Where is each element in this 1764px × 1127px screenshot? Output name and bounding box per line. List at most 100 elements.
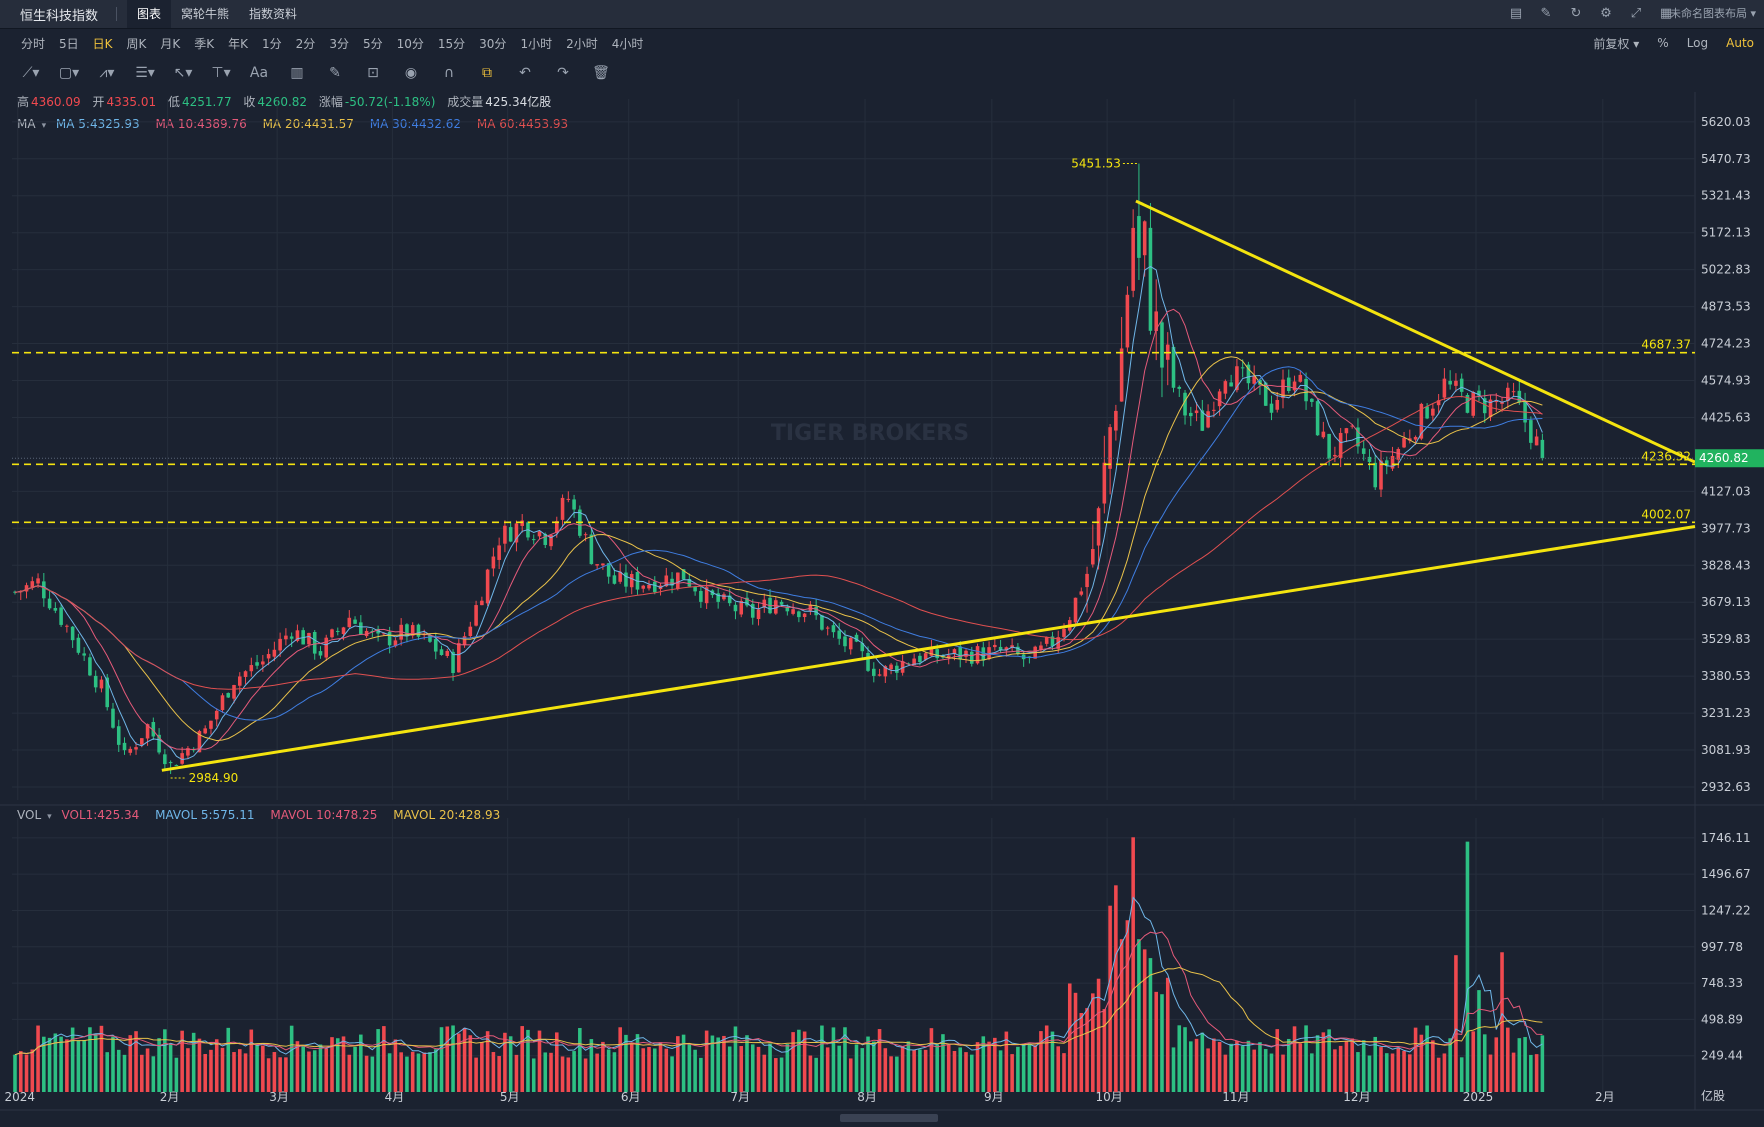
period-15[interactable]: 2小时: [566, 36, 598, 51]
candle-body: [1240, 367, 1245, 369]
tab-chart[interactable]: 图表: [127, 0, 172, 28]
vol-chevron-icon[interactable]: ▾: [47, 812, 52, 822]
price-tick-label: 4873.53: [1701, 300, 1751, 314]
period-4[interactable]: 月K: [160, 36, 181, 51]
volume-bar: [595, 1053, 599, 1092]
volume-bar: [376, 1029, 380, 1092]
volume-bar: [1494, 1037, 1499, 1092]
arrow-tool-icon[interactable]: ↖▾: [173, 65, 193, 81]
edit-icon[interactable]: ✎: [1540, 6, 1552, 21]
volume-bar: [693, 1049, 697, 1092]
volume-bar: [1062, 1053, 1066, 1092]
tab-index-info[interactable]: 指数资料: [249, 7, 298, 21]
period-10[interactable]: 5分: [362, 36, 383, 51]
auto-toggle[interactable]: Auto: [1726, 36, 1754, 50]
volume-bar: [722, 1035, 726, 1092]
period-14[interactable]: 1小时: [520, 36, 553, 51]
vol-label[interactable]: VOL: [17, 808, 42, 822]
candle-body: [555, 521, 559, 533]
candle-body: [762, 599, 767, 608]
eye-icon[interactable]: ◉: [404, 65, 418, 81]
period-9[interactable]: 3分: [329, 36, 349, 51]
magnet-icon[interactable]: ∩: [443, 65, 455, 81]
ma-label[interactable]: MA: [17, 117, 36, 131]
text-tool-icon[interactable]: Aa: [249, 65, 269, 81]
candle-body: [428, 634, 432, 642]
undo-icon[interactable]: ↶: [519, 65, 531, 81]
candle-body: [347, 617, 352, 628]
period-16[interactable]: 4小时: [611, 36, 644, 51]
candle-body: [445, 650, 450, 656]
candle-body: [785, 606, 790, 612]
pen-icon[interactable]: ✎: [329, 65, 341, 81]
percent-toggle[interactable]: %: [1657, 36, 1669, 50]
period-1[interactable]: 5日: [59, 36, 79, 51]
measure-tool-icon[interactable]: ⊤▾: [211, 65, 231, 81]
period-11[interactable]: 10分: [396, 36, 424, 51]
fibonacci-tool-icon[interactable]: ☰▾: [135, 65, 155, 81]
volume-bar: [1269, 1053, 1274, 1092]
price-tick-label: 2932.63: [1701, 780, 1751, 794]
period-5[interactable]: 季K: [194, 36, 215, 51]
period-8[interactable]: 2分: [295, 36, 316, 51]
volume-bar: [578, 1028, 582, 1092]
period-7[interactable]: 1分: [262, 36, 282, 51]
grid-icon[interactable]: ▦: [1659, 6, 1673, 21]
time-tick-label: 2月: [1595, 1090, 1615, 1104]
line-tool-icon[interactable]: ⟋▾: [22, 65, 40, 81]
candle-body: [261, 661, 265, 665]
period-2[interactable]: 日K: [92, 36, 113, 51]
volume-bar: [837, 1045, 841, 1092]
link-icon[interactable]: ⧉: [482, 65, 492, 81]
tab-warrants[interactable]: 窝轮牛熊: [181, 7, 230, 21]
watermark: TIGER BROKERS: [771, 421, 969, 446]
adjust-dropdown[interactable]: 前复权 ▾: [1593, 36, 1640, 51]
volume-bar: [808, 1055, 813, 1092]
candle-body: [76, 637, 81, 653]
period-0[interactable]: 分时: [21, 36, 46, 51]
lock-icon[interactable]: ⊡: [367, 65, 379, 81]
volume-bar: [1044, 1025, 1049, 1092]
settings-icon[interactable]: ⚙: [1600, 6, 1612, 21]
redo-icon[interactable]: ↷: [557, 65, 569, 81]
layout-dropdown[interactable]: 未命名图表布局 ▾: [1669, 7, 1756, 20]
ma-chevron-icon[interactable]: ▾: [41, 121, 47, 131]
candle-body: [526, 522, 530, 538]
candle-body: [1229, 382, 1233, 387]
layout-name: 未命名图表布局: [1669, 7, 1747, 20]
indicator-tool-icon[interactable]: ▥: [290, 65, 304, 81]
chart-icon[interactable]: ▤: [1509, 6, 1523, 21]
price-tick-label: 4724.23: [1701, 337, 1751, 351]
period-12[interactable]: 15分: [437, 36, 466, 51]
volume-bar: [629, 1043, 634, 1092]
fullscreen-icon[interactable]: ⤢: [1630, 6, 1642, 21]
volume-bar: [820, 1025, 824, 1092]
candle-body: [831, 625, 836, 633]
volume-bar: [1286, 1038, 1291, 1092]
time-tick-label: 10月: [1095, 1090, 1122, 1104]
pattern-tool-icon[interactable]: ⩘▾: [99, 65, 115, 81]
volume-bar: [1096, 978, 1101, 1092]
period-6[interactable]: 年K: [228, 36, 249, 51]
period-13[interactable]: 30分: [479, 36, 507, 51]
period-3[interactable]: 周K: [126, 36, 147, 51]
price-tick-label: 3679.13: [1701, 595, 1751, 609]
volume-bar: [1067, 983, 1072, 1092]
rectangle-tool-icon[interactable]: ▢▾: [58, 65, 80, 81]
log-toggle[interactable]: Log: [1686, 36, 1709, 50]
candles: [13, 163, 1545, 775]
candle-body: [1534, 436, 1539, 446]
candle-body: [699, 590, 703, 602]
trash-icon[interactable]: 🗑: [592, 65, 610, 81]
open-value: 4335.01: [106, 95, 157, 109]
candle-body: [1292, 381, 1297, 391]
candle-body: [860, 643, 865, 652]
volume-bar: [1004, 1031, 1009, 1092]
volume-bar: [704, 1030, 709, 1092]
refresh-icon[interactable]: ↻: [1570, 6, 1582, 21]
volume-bar: [1315, 1035, 1320, 1092]
volume-bar: [1419, 1034, 1424, 1092]
volume-bar: [445, 1026, 450, 1092]
ma10-value: MA 10:4389.76: [155, 117, 247, 131]
